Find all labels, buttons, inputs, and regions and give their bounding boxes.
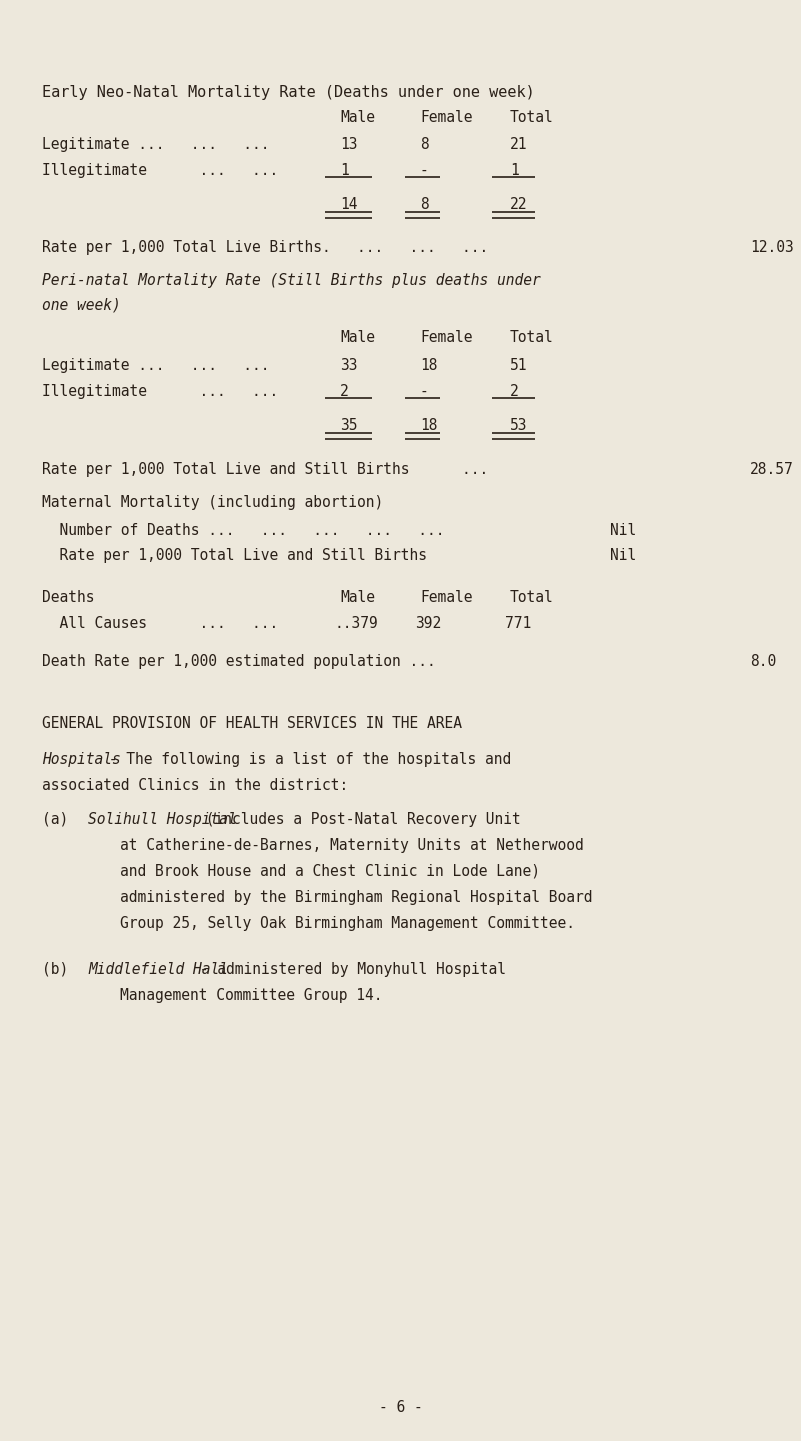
Text: 18: 18 [420, 418, 437, 432]
Text: (includes a Post-Natal Recovery Unit: (includes a Post-Natal Recovery Unit [197, 811, 521, 827]
Text: Solihull Hospital: Solihull Hospital [88, 811, 237, 827]
Text: Legitimate ...   ...   ...: Legitimate ... ... ... [42, 137, 269, 151]
Text: 21: 21 [510, 137, 528, 151]
Text: Illegitimate      ...   ...: Illegitimate ... ... [42, 163, 278, 179]
Text: Female: Female [420, 330, 473, 344]
Text: - 6 -: - 6 - [379, 1401, 422, 1415]
Text: - The following is a list of the hospitals and: - The following is a list of the hospita… [100, 752, 511, 767]
Text: 14: 14 [340, 197, 357, 212]
Text: 771: 771 [505, 615, 531, 631]
Text: -: - [420, 383, 429, 399]
Text: 392: 392 [415, 615, 441, 631]
Text: Illegitimate      ...   ...: Illegitimate ... ... [42, 383, 278, 399]
Text: All Causes      ...   ...: All Causes ... ... [42, 615, 278, 631]
Text: Deaths: Deaths [42, 589, 95, 605]
Text: GENERAL PROVISION OF HEALTH SERVICES IN THE AREA: GENERAL PROVISION OF HEALTH SERVICES IN … [42, 716, 462, 731]
Text: 1: 1 [340, 163, 348, 179]
Text: Total: Total [510, 589, 553, 605]
Text: Hospitals: Hospitals [42, 752, 121, 767]
Text: Management Committee Group 14.: Management Committee Group 14. [120, 989, 383, 1003]
Text: associated Clinics in the district:: associated Clinics in the district: [42, 778, 348, 793]
Text: (b): (b) [42, 963, 68, 977]
Text: 13: 13 [340, 137, 357, 151]
Text: Total: Total [510, 330, 553, 344]
Text: 12.03: 12.03 [750, 241, 794, 255]
Text: Male: Male [340, 330, 375, 344]
Text: 51: 51 [510, 357, 528, 373]
Text: -: - [420, 163, 429, 179]
Text: Male: Male [340, 589, 375, 605]
Text: Total: Total [510, 110, 553, 125]
Text: Female: Female [420, 110, 473, 125]
Text: 22: 22 [510, 197, 528, 212]
Text: 8.0: 8.0 [750, 654, 776, 669]
Text: Male: Male [340, 110, 375, 125]
Text: 18: 18 [420, 357, 437, 373]
Text: Nil: Nil [610, 523, 636, 537]
Text: Early Neo-Natal Mortality Rate (Deaths under one week): Early Neo-Natal Mortality Rate (Deaths u… [42, 85, 535, 99]
Text: 53: 53 [510, 418, 528, 432]
Text: Legitimate ...   ...   ...: Legitimate ... ... ... [42, 357, 269, 373]
Text: 33: 33 [340, 357, 357, 373]
Text: one week): one week) [42, 298, 121, 313]
Text: Rate per 1,000 Total Live and Still Births      ...: Rate per 1,000 Total Live and Still Birt… [42, 463, 489, 477]
Text: 1: 1 [510, 163, 519, 179]
Text: Rate per 1,000 Total Live and Still Births: Rate per 1,000 Total Live and Still Birt… [42, 548, 427, 563]
Text: Death Rate per 1,000 estimated population ...: Death Rate per 1,000 estimated populatio… [42, 654, 436, 669]
Text: Maternal Mortality (including abortion): Maternal Mortality (including abortion) [42, 496, 383, 510]
Text: 2: 2 [510, 383, 519, 399]
Text: Number of Deaths ...   ...   ...   ...   ...: Number of Deaths ... ... ... ... ... [42, 523, 445, 537]
Text: ..379: ..379 [335, 615, 379, 631]
Text: 8: 8 [420, 137, 429, 151]
Text: 35: 35 [340, 418, 357, 432]
Text: Middlefield Hall: Middlefield Hall [88, 963, 228, 977]
Text: 28.57: 28.57 [750, 463, 794, 477]
Text: 8: 8 [420, 197, 429, 212]
Text: at Catherine-de-Barnes, Maternity Units at Netherwood: at Catherine-de-Barnes, Maternity Units … [120, 839, 584, 853]
Text: Female: Female [420, 589, 473, 605]
Text: 2: 2 [340, 383, 348, 399]
Text: - administered by Monyhull Hospital: - administered by Monyhull Hospital [191, 963, 505, 977]
Text: Nil: Nil [610, 548, 636, 563]
Text: administered by the Birmingham Regional Hospital Board: administered by the Birmingham Regional … [120, 891, 593, 905]
Text: Group 25, Selly Oak Birmingham Management Committee.: Group 25, Selly Oak Birmingham Managemen… [120, 916, 575, 931]
Text: Rate per 1,000 Total Live Births.   ...   ...   ...: Rate per 1,000 Total Live Births. ... ..… [42, 241, 489, 255]
Text: and Brook House and a Chest Clinic in Lode Lane): and Brook House and a Chest Clinic in Lo… [120, 865, 540, 879]
Text: Peri-natal Mortality Rate (Still Births plus deaths under: Peri-natal Mortality Rate (Still Births … [42, 272, 541, 288]
Text: (a): (a) [42, 811, 68, 827]
